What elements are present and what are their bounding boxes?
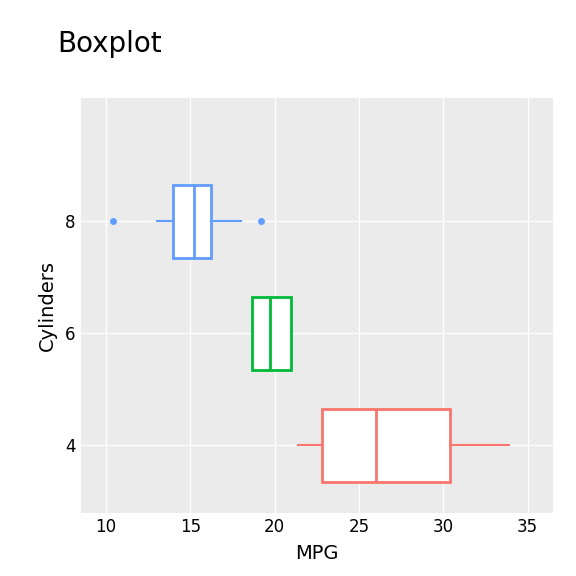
Bar xyxy=(173,185,211,257)
Y-axis label: Cylinders: Cylinders xyxy=(38,260,57,351)
Text: Boxplot: Boxplot xyxy=(58,29,162,58)
X-axis label: MPG: MPG xyxy=(295,544,339,563)
Bar xyxy=(252,297,291,370)
Bar xyxy=(322,409,450,482)
